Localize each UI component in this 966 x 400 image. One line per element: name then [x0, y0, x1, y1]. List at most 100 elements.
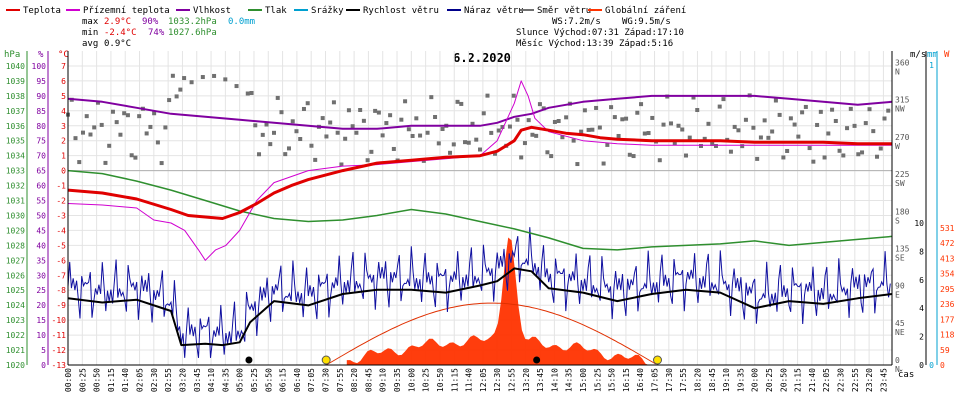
- direction-tick-value: 90: [895, 282, 905, 291]
- wind-direction-point: [534, 133, 539, 138]
- wind-direction-point: [376, 110, 381, 115]
- x-tick-label: 21:15: [794, 368, 803, 392]
- wind-direction-point: [463, 140, 468, 145]
- x-tick-label: 12:30: [493, 368, 502, 392]
- wind-direction-point: [95, 100, 100, 105]
- temperature-tick-label: 0: [61, 167, 66, 176]
- wind-direction-point: [275, 95, 280, 100]
- humidity-tick-label: 35: [36, 256, 46, 265]
- axes-layer: 1020102110221023102410251026102710281029…: [6, 51, 955, 392]
- wind-direction-point: [541, 106, 546, 111]
- legend-label: Tlak: [265, 6, 287, 16]
- wind-direction-point: [361, 118, 366, 123]
- gust-line: [67, 227, 891, 358]
- legend-label: Směr větru: [537, 6, 591, 16]
- wind-direction-point: [118, 132, 123, 137]
- rain-tick-label: 0: [929, 361, 934, 370]
- wind-direction-point: [762, 118, 767, 123]
- direction-tick-name: NW: [895, 105, 905, 114]
- wind-direction-point: [860, 150, 865, 155]
- wind-direction-point: [661, 122, 666, 127]
- stats-avg-label: avg: [82, 39, 98, 49]
- wind-direction-point: [818, 109, 823, 114]
- wind-direction-point: [886, 108, 891, 113]
- humidity-tick-label: 45: [36, 226, 46, 235]
- legend-label: Náraz větru: [464, 6, 524, 16]
- wind-direction-point: [758, 135, 763, 140]
- humidity-tick-label: 5: [41, 346, 46, 355]
- sun-block: WS:7.2m/s WG:9.5m/s Slunce Východ:07:31 …: [516, 17, 684, 49]
- x-tick-label: 17:05: [651, 368, 660, 392]
- wind-direction-point: [170, 73, 175, 78]
- direction-tick-name: N: [895, 68, 900, 77]
- wind-direction-point: [833, 118, 838, 123]
- x-tick-label: 14:10: [550, 368, 559, 392]
- stats-avg-temp: 0.9°C: [104, 39, 131, 49]
- wind-direction-point: [279, 110, 284, 115]
- legend-item: Globální záření: [588, 6, 686, 16]
- pressure-tick-label: 1023: [6, 316, 25, 325]
- legend-item: Směr větru: [520, 6, 591, 16]
- wind-direction-point: [294, 129, 299, 134]
- wind-direction-point: [777, 112, 782, 117]
- wind-direction-point: [875, 154, 880, 159]
- wind-direction-point: [114, 120, 119, 125]
- sun-rise-set: Slunce Východ:07:31 Západ:17:10: [516, 28, 684, 38]
- direction-tick-name: NE: [895, 328, 905, 337]
- wind-direction-point: [406, 127, 411, 132]
- axis-header-radiation: W: [944, 50, 950, 60]
- x-tick-label: 13:20: [522, 368, 531, 392]
- wind-direction-point: [575, 162, 580, 167]
- sunset-marker: [653, 355, 663, 365]
- wind-direction-point: [687, 135, 692, 140]
- wind-direction-point: [496, 128, 501, 133]
- stats-max-press: 1033.2hPa: [168, 17, 217, 27]
- stats-min-hum: 74%: [148, 28, 165, 38]
- wind-direction-point: [743, 117, 748, 122]
- wind-direction-point: [92, 125, 97, 130]
- x-tick-label: 19:10: [722, 368, 731, 392]
- wind-direction-point: [388, 113, 393, 118]
- wind-direction-point: [755, 156, 760, 161]
- pressure-tick-label: 1027: [6, 256, 25, 265]
- pressure-tick-label: 1024: [6, 301, 25, 310]
- humidity-tick-label: 0: [41, 361, 46, 370]
- moonset-marker: [245, 356, 253, 364]
- wind-direction-point: [99, 122, 104, 127]
- axis-header-humidity: %: [38, 50, 44, 60]
- wind-direction-point: [815, 122, 820, 127]
- x-tick-label: 17:55: [679, 368, 688, 392]
- wind-direction-point: [717, 104, 722, 109]
- wind-direction-point: [298, 137, 303, 142]
- direction-tick-name: S: [895, 216, 900, 225]
- stats-min-label: min: [82, 28, 98, 38]
- wind-direction-point: [103, 160, 108, 165]
- wind-direction-point: [125, 113, 130, 118]
- temperature-tick-label: 5: [61, 92, 66, 101]
- wind-direction-point: [410, 133, 415, 138]
- wind-direction-point: [672, 141, 677, 146]
- clear-sky-radiation-curve: [325, 302, 657, 366]
- direction-tick-name: SE: [895, 253, 905, 262]
- pressure-tick-label: 1028: [6, 241, 25, 250]
- x-tick-label: 05:50: [264, 368, 273, 392]
- wind-direction-point: [77, 160, 82, 165]
- x-tick-label: 18:20: [693, 368, 702, 392]
- wind-direction-point: [631, 154, 636, 159]
- x-tick-label: 22:30: [837, 368, 846, 392]
- x-tick-label: 23:45: [879, 368, 888, 392]
- wind-speed-avg: WS:7.2m/s: [552, 17, 601, 27]
- legend-item: Rychlost větru: [346, 6, 439, 16]
- temperature-tick-label: -8: [56, 286, 66, 295]
- pressure-tick-label: 1026: [6, 271, 25, 280]
- direction-tick-name: N: [895, 365, 900, 374]
- x-tick-label: 11:15: [450, 368, 459, 392]
- wind-direction-point: [433, 115, 438, 120]
- temperature-tick-label: 4: [61, 107, 66, 116]
- speed-tick-label: 2: [919, 333, 924, 342]
- wind-direction-point: [856, 152, 861, 157]
- wind-direction-point: [178, 87, 183, 92]
- wind-direction-point: [425, 130, 430, 135]
- wind-direction-point: [848, 106, 853, 111]
